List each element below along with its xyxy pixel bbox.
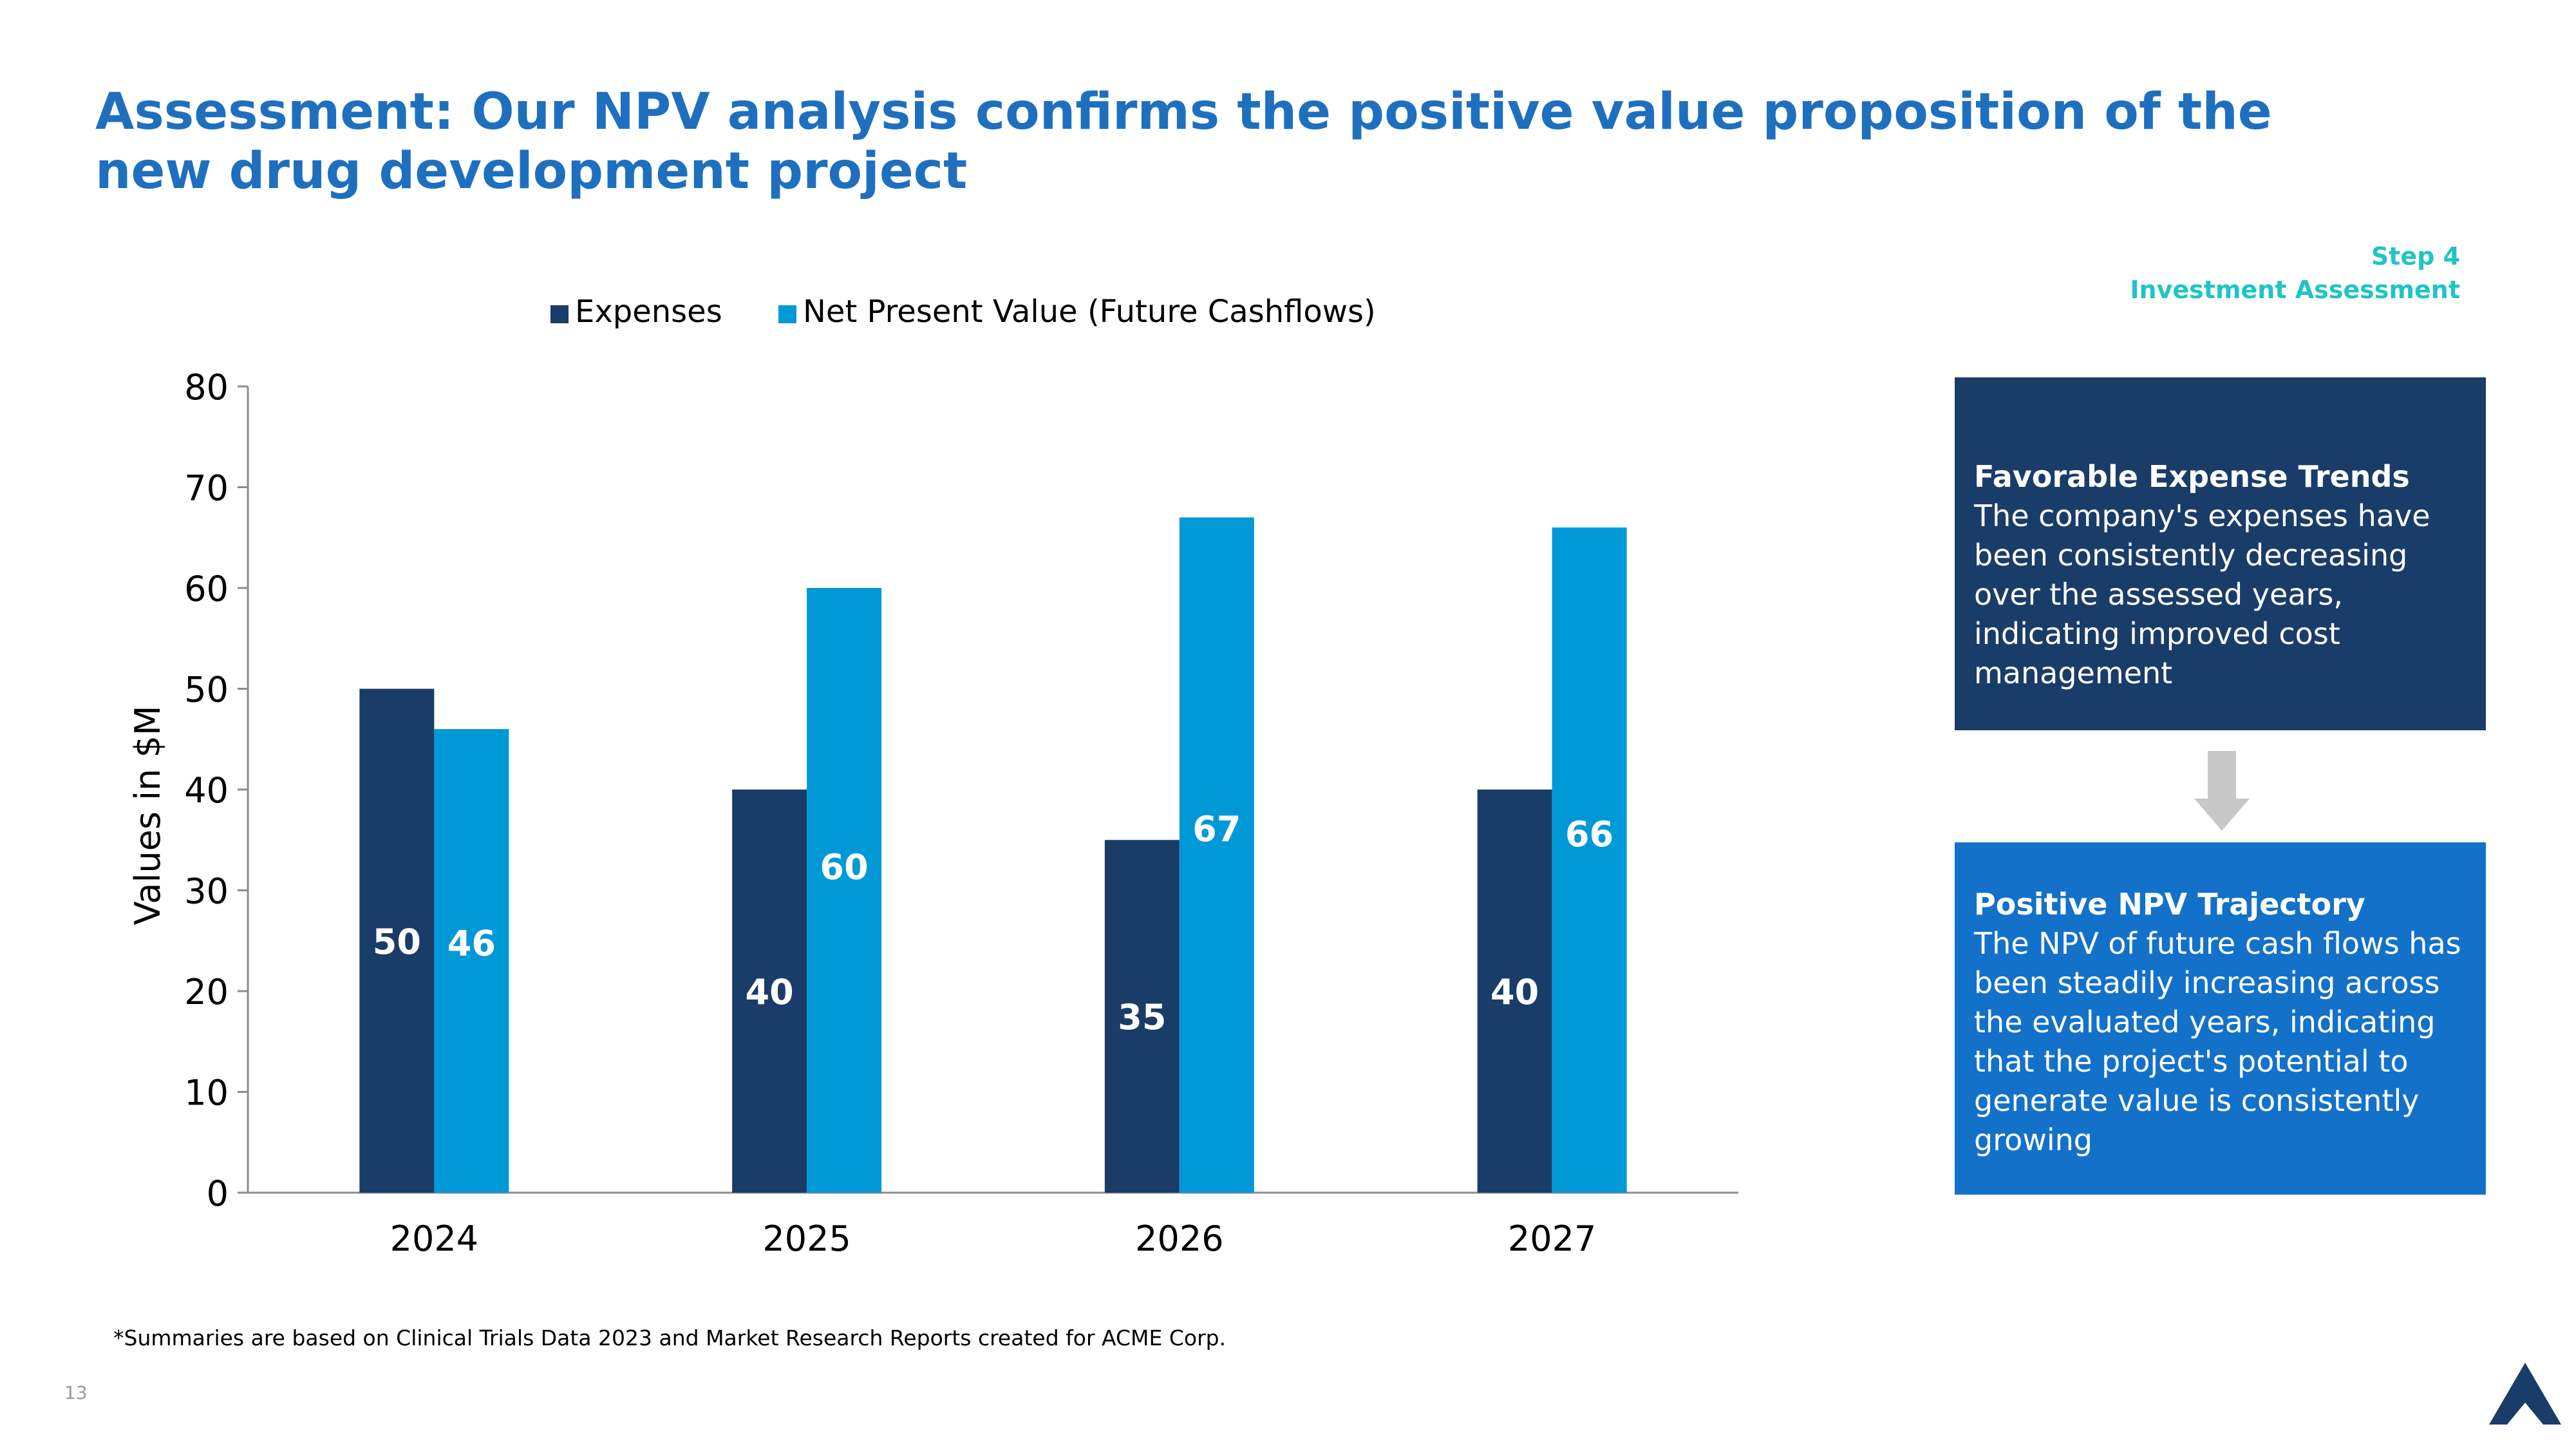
data-label-npv-2024: 46	[447, 923, 496, 963]
legend-swatch-npv	[778, 305, 796, 323]
legend-swatch-expenses	[550, 305, 569, 323]
down-arrow-icon	[2194, 751, 2250, 831]
bar-npv-2025	[807, 588, 882, 1193]
x-tick-label: 2027	[1508, 1218, 1596, 1259]
callout-body: The NPV of future cash flows has been st…	[1974, 926, 2461, 1157]
callout-heading: Favorable Expense Trends	[1974, 459, 2410, 494]
data-label-npv-2025: 60	[820, 847, 869, 887]
legend-label-expenses: Expenses	[575, 294, 722, 330]
y-tick-label: 60	[184, 569, 229, 609]
step-indicator: Step 4 Investment Assessment	[2130, 240, 2460, 307]
data-label-expenses-2025: 40	[746, 972, 794, 1012]
y-tick-label: 0	[207, 1173, 229, 1214]
data-label-npv-2026: 67	[1192, 809, 1241, 849]
data-label-npv-2027: 66	[1565, 814, 1613, 855]
logo-outer	[2489, 1363, 2561, 1425]
triangle-logo-icon	[2489, 1363, 2561, 1425]
footnote: *Summaries are based on Clinical Trials …	[113, 1325, 1227, 1350]
bar-expenses-2027	[1477, 790, 1552, 1193]
y-tick-label: 30	[184, 871, 229, 912]
step-name: Investment Assessment	[2130, 276, 2460, 304]
page-number: 13	[64, 1382, 88, 1403]
callout-expense-trends: Favorable Expense Trends The company's e…	[1955, 377, 2486, 730]
data-label-expenses-2024: 50	[373, 922, 421, 962]
x-tick-label: 2024	[390, 1218, 478, 1259]
bar-npv-2027	[1552, 527, 1627, 1193]
bar-expenses-2026	[1104, 840, 1180, 1193]
logo-notch	[2507, 1403, 2543, 1425]
y-tick-label: 50	[184, 670, 229, 710]
y-tick-label: 20	[184, 972, 229, 1012]
y-tick-label: 70	[184, 468, 229, 509]
y-tick-label: 80	[184, 367, 229, 408]
step-number: Step 4	[2371, 242, 2460, 270]
legend-label-npv: Net Present Value (Future Cashflows)	[803, 294, 1376, 330]
callout-npv-trajectory: Positive NPV Trajectory The NPV of futur…	[1955, 842, 2486, 1195]
data-label-expenses-2026: 35	[1118, 997, 1166, 1037]
slide-title: Assessment: Our NPV analysis confirms th…	[95, 83, 2272, 200]
bar-chart: 0 10 20 30 40 50 60 70 80 Values in $M 50 46 2024 40 6…	[127, 294, 1738, 1259]
y-axis-title: Values in $M	[127, 706, 168, 925]
bar-npv-2026	[1179, 517, 1254, 1193]
x-tick-label: 2025	[762, 1218, 851, 1259]
x-tick-label: 2026	[1135, 1218, 1223, 1259]
arrow-shape	[2194, 751, 2250, 831]
data-label-expenses-2027: 40	[1490, 972, 1539, 1012]
bar-npv-2024	[434, 729, 509, 1193]
y-tick-label: 40	[184, 770, 229, 811]
callout-body: The company's expenses have been consist…	[1974, 498, 2430, 690]
y-tick-label: 10	[184, 1073, 229, 1113]
bar-expenses-2024	[359, 688, 435, 1193]
callout-heading: Positive NPV Trajectory	[1974, 887, 2365, 922]
bar-expenses-2025	[732, 790, 807, 1193]
